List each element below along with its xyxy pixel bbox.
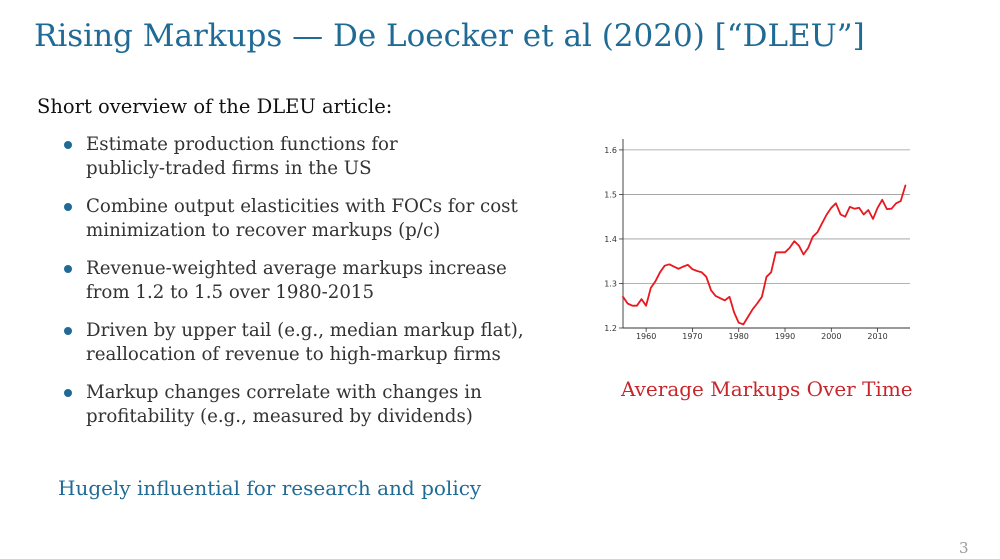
bullet-dot-icon: [64, 389, 72, 397]
intro-text: Short overview of the DLEU article:: [37, 95, 393, 118]
bullet-line: Combine output elasticities with FOCs fo…: [86, 196, 518, 217]
y-tick-label: 1.5: [604, 190, 617, 199]
bullet-item: Estimate production functions for public…: [62, 133, 532, 181]
bullet-line: Markup changes correlate with changes in: [86, 382, 482, 403]
bullet-item: Combine output elasticities with FOCs fo…: [62, 195, 532, 243]
x-tick-label: 1980: [729, 332, 749, 341]
page-number: 3: [959, 539, 969, 557]
bullet-dot-icon: [64, 265, 72, 273]
markup-line-chart: 1.2 1.3 1.4 1.5 1.6 1960 1970 1980 1990 2000 2010: [604, 139, 910, 341]
bullet-item: Markup changes correlate with changes in…: [62, 381, 532, 429]
y-tick-label: 1.6: [604, 146, 617, 155]
x-tick-label: 2000: [821, 332, 841, 341]
y-tick-label: 1.2: [604, 324, 617, 333]
bullet-list: Estimate production functions for public…: [62, 133, 532, 443]
chart-caption: Average Markups Over Time: [621, 377, 913, 401]
bullet-line: from 1.2 to 1.5 over 1980-2015: [86, 282, 375, 303]
bullet-line: profitability (e.g., measured by dividen…: [86, 406, 473, 427]
bullet-line: minimization to recover markups (p/c): [86, 220, 441, 241]
bullet-dot-icon: [64, 203, 72, 211]
closing-statement: Hugely influential for research and poli…: [58, 476, 482, 500]
bullet-item: Revenue-weighted average markups increas…: [62, 257, 532, 305]
y-tick-label: 1.3: [604, 279, 617, 288]
series-line: [622, 184, 907, 326]
bullet-dot-icon: [64, 327, 72, 335]
bullet-line: reallocation of revenue to high-markup f…: [86, 344, 501, 365]
bullet-line: Revenue-weighted average markups increas…: [86, 258, 507, 279]
bullet-line: Driven by upper tail (e.g., median marku…: [86, 320, 524, 341]
x-tick-label: 1970: [682, 332, 702, 341]
bullet-line: Estimate production functions for: [86, 134, 398, 155]
y-tick-label: 1.4: [604, 235, 617, 244]
bullet-line: publicly-traded firms in the US: [86, 158, 372, 179]
bullet-item: Driven by upper tail (e.g., median marku…: [62, 319, 532, 367]
bullet-dot-icon: [64, 141, 72, 149]
x-tick-label: 1990: [775, 332, 795, 341]
x-tick-label: 2010: [867, 332, 887, 341]
x-tick-label: 1960: [636, 332, 656, 341]
slide-title: Rising Markups — De Loecker et al (2020)…: [34, 18, 865, 54]
